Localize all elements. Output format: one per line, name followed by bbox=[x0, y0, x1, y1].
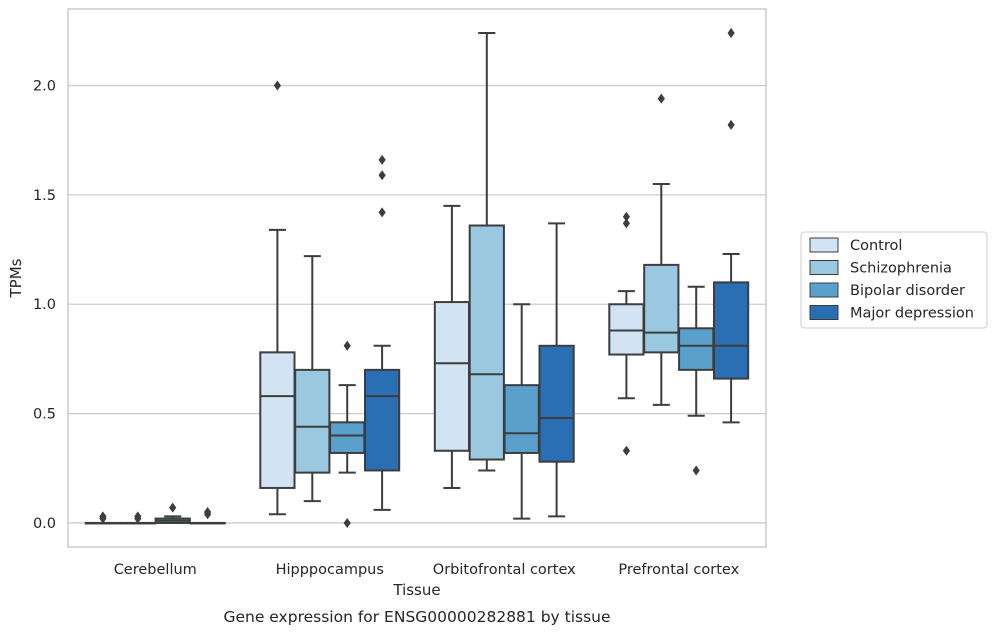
box-plot bbox=[189, 507, 226, 525]
legend-swatch bbox=[809, 237, 839, 253]
x-tick-label: Cerebellum bbox=[114, 562, 197, 578]
box-plot bbox=[294, 255, 331, 503]
outlier-point bbox=[134, 513, 142, 524]
legend-swatch bbox=[809, 260, 839, 275]
legend-label: Schizophrenia bbox=[850, 261, 952, 277]
x-tick-label: Prefrontal cortex bbox=[618, 562, 739, 578]
legend-label: Major depression bbox=[850, 306, 974, 322]
box-iqr bbox=[259, 351, 296, 489]
box-plot bbox=[363, 154, 401, 511]
box-plot bbox=[468, 32, 505, 472]
box-iqr bbox=[678, 327, 715, 371]
plot-frame bbox=[67, 8, 767, 548]
outlier-point bbox=[622, 211, 630, 222]
y-axis-ticks: 0.0 0.5 1.0 1.5 2.0 bbox=[33, 79, 56, 532]
outlier-point bbox=[727, 119, 735, 130]
box-iqr bbox=[643, 263, 680, 354]
outlier-point bbox=[622, 445, 630, 456]
outlier-point bbox=[727, 28, 735, 39]
y-tick-label: 0.0 bbox=[33, 516, 56, 532]
box-plot bbox=[643, 93, 680, 406]
box-plot bbox=[608, 211, 645, 456]
outlier-point bbox=[378, 207, 386, 218]
outlier-point bbox=[622, 218, 630, 229]
legend-label: Bipolar disorder bbox=[850, 283, 965, 299]
outlier-point bbox=[692, 465, 700, 476]
box-plot bbox=[84, 511, 122, 525]
outlier-point bbox=[657, 93, 665, 104]
box-iqr bbox=[608, 303, 645, 356]
outlier-point bbox=[273, 80, 281, 91]
outlier-point bbox=[99, 513, 107, 524]
box-plot bbox=[433, 204, 471, 489]
chart-caption: Gene expression for ENSG00000282881 by t… bbox=[223, 608, 610, 626]
legend-swatch bbox=[809, 305, 839, 320]
box-iqr bbox=[712, 281, 750, 380]
legend-swatch bbox=[809, 282, 839, 298]
box-plot bbox=[712, 28, 750, 424]
y-tick-label: 1.5 bbox=[33, 188, 56, 204]
legend-items: Control Schizophrenia Bipolar disorder Majo… bbox=[809, 237, 974, 322]
x-axis-ticks: Cerebellum Hipppocampus Orbitofrontal cort… bbox=[114, 562, 740, 578]
box-iqr bbox=[329, 421, 366, 454]
y-axis-label: TPMs bbox=[7, 258, 25, 298]
x-tick-label: Hipppocampus bbox=[276, 562, 384, 578]
outlier-point bbox=[169, 502, 177, 513]
x-axis-label: Tissue bbox=[392, 581, 440, 599]
box-plot bbox=[678, 285, 715, 476]
legend-label: Control bbox=[850, 238, 902, 254]
box-plot bbox=[154, 502, 191, 524]
y-tick-label: 0.5 bbox=[33, 407, 56, 423]
outlier-point bbox=[204, 509, 212, 520]
legend: Control Schizophrenia Bipolar disorder Majo… bbox=[800, 231, 988, 329]
boxes-layer bbox=[84, 28, 750, 528]
outlier-point bbox=[378, 170, 386, 181]
box-iqr bbox=[433, 301, 471, 452]
outlier-point bbox=[343, 340, 351, 351]
box-plot bbox=[259, 80, 296, 516]
outlier-point bbox=[343, 517, 351, 528]
box-iqr bbox=[294, 368, 331, 474]
box-iqr bbox=[468, 224, 505, 461]
box-iqr bbox=[538, 344, 575, 463]
y-tick-label: 1.0 bbox=[33, 297, 56, 313]
legend-frame bbox=[800, 231, 988, 329]
box-iqr bbox=[503, 384, 540, 454]
outlier-point bbox=[378, 154, 386, 165]
box-plot bbox=[538, 222, 575, 518]
y-tick-label: 2.0 bbox=[33, 79, 56, 95]
x-tick-label: Orbitofrontal cortex bbox=[433, 562, 576, 578]
box-plot bbox=[119, 511, 156, 525]
box-iqr bbox=[363, 368, 401, 472]
